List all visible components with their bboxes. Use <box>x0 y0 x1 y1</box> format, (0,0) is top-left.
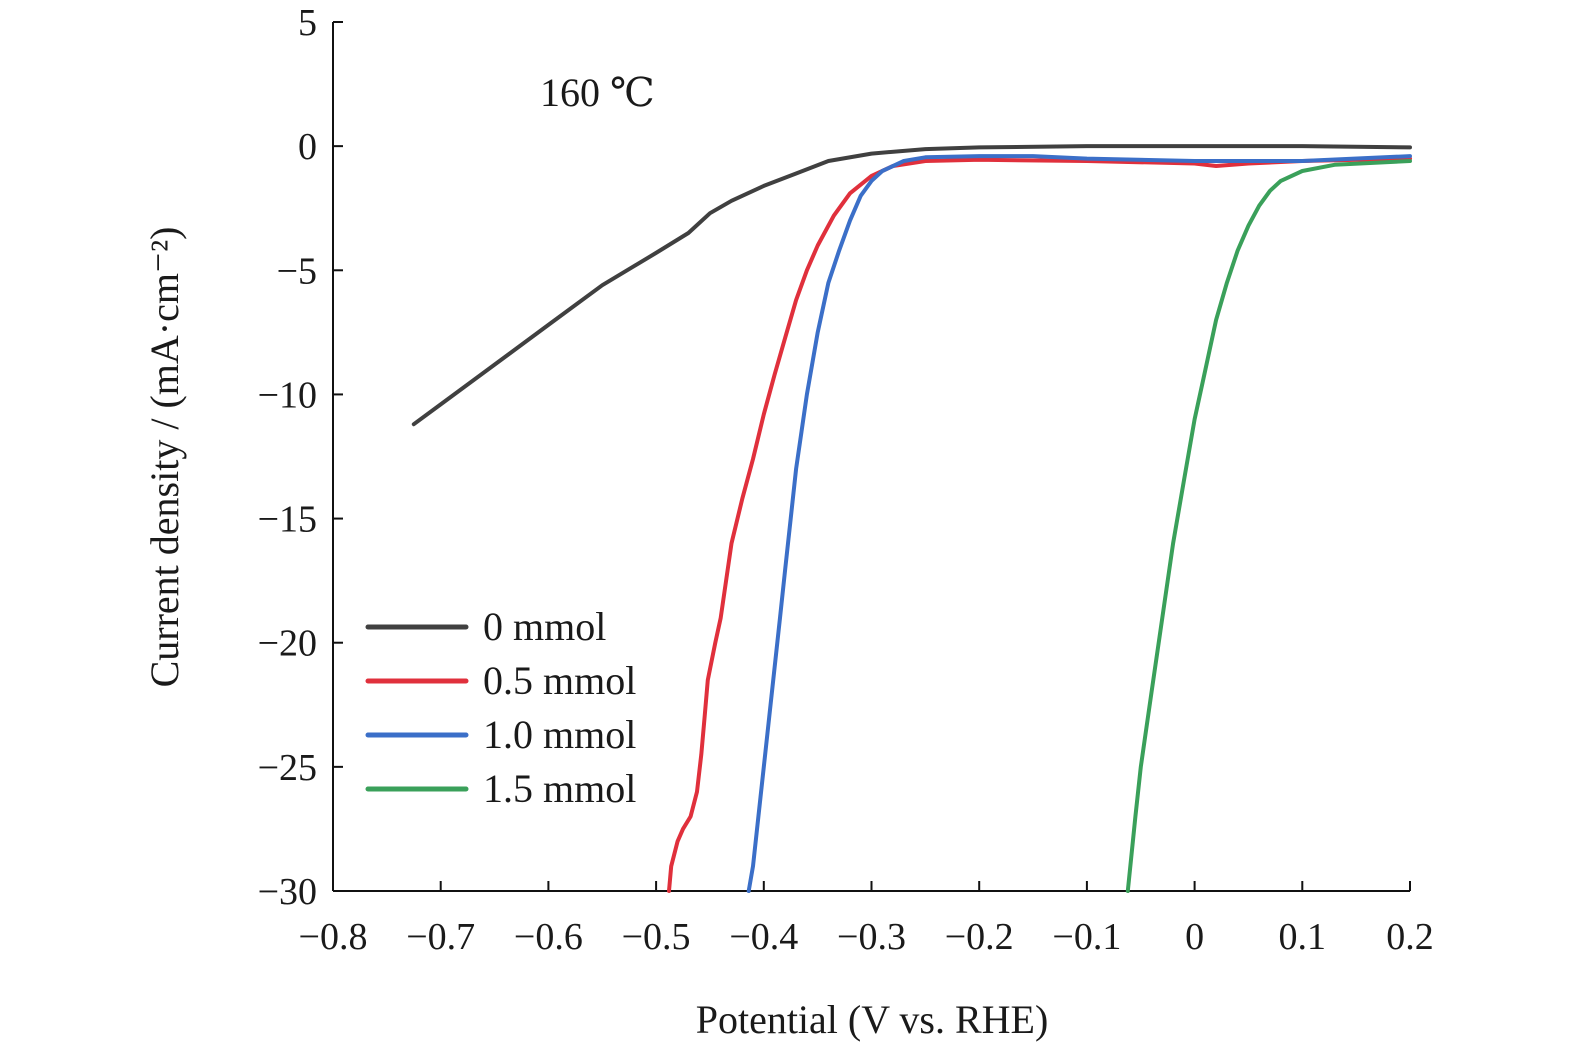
legend-label: 0 mmol <box>483 604 606 649</box>
axes: −0.8 −0.7 −0.6 −0.5 −0.4 −0.3 −0.2 −0.1 0 0.1 0.2 5… <box>258 2 1434 958</box>
x-tick-label: −0.8 <box>299 916 368 958</box>
legend: 0 mmol 0.5 mmol 1.0 mmol 1.5 mmol <box>365 604 636 811</box>
series-line-3 <box>1125 159 1412 893</box>
legend-label: 0.5 mmol <box>483 658 636 703</box>
x-tick-label: 0 <box>1185 916 1204 958</box>
x-tick-label: 0.1 <box>1279 916 1327 958</box>
plot-area <box>411 144 1412 893</box>
y-tick-label: −10 <box>258 374 317 416</box>
x-tick-label: −0.3 <box>837 916 906 958</box>
series-line-1 <box>667 156 1412 893</box>
x-axis-title: Potential (V vs. RHE) <box>696 997 1049 1042</box>
y-tick-label: 5 <box>298 2 317 44</box>
x-tick-label: −0.4 <box>729 916 798 958</box>
series-line-2 <box>746 154 1412 893</box>
y-tick-label: −20 <box>258 623 317 665</box>
y-tick-label: −5 <box>277 250 317 292</box>
y-tick-label: 0 <box>298 126 317 168</box>
x-tick-label: −0.1 <box>1052 916 1121 958</box>
y-tick-label: −15 <box>258 499 317 541</box>
x-tick-label: −0.7 <box>406 916 475 958</box>
series-line-0 <box>411 144 1412 427</box>
x-tick-label: −0.2 <box>945 916 1014 958</box>
x-tick-label: 0.2 <box>1386 916 1434 958</box>
x-tick-label: −0.5 <box>622 916 691 958</box>
legend-label: 1.5 mmol <box>483 766 636 811</box>
y-tick-label: −30 <box>258 871 317 913</box>
temperature-annotation: 160 ℃ <box>540 70 655 115</box>
y-axis-title: Current density / (mA·cm⁻²) <box>142 227 187 688</box>
legend-label: 1.0 mmol <box>483 712 636 757</box>
x-tick-label: −0.6 <box>514 916 583 958</box>
y-tick-label: −25 <box>258 747 317 789</box>
